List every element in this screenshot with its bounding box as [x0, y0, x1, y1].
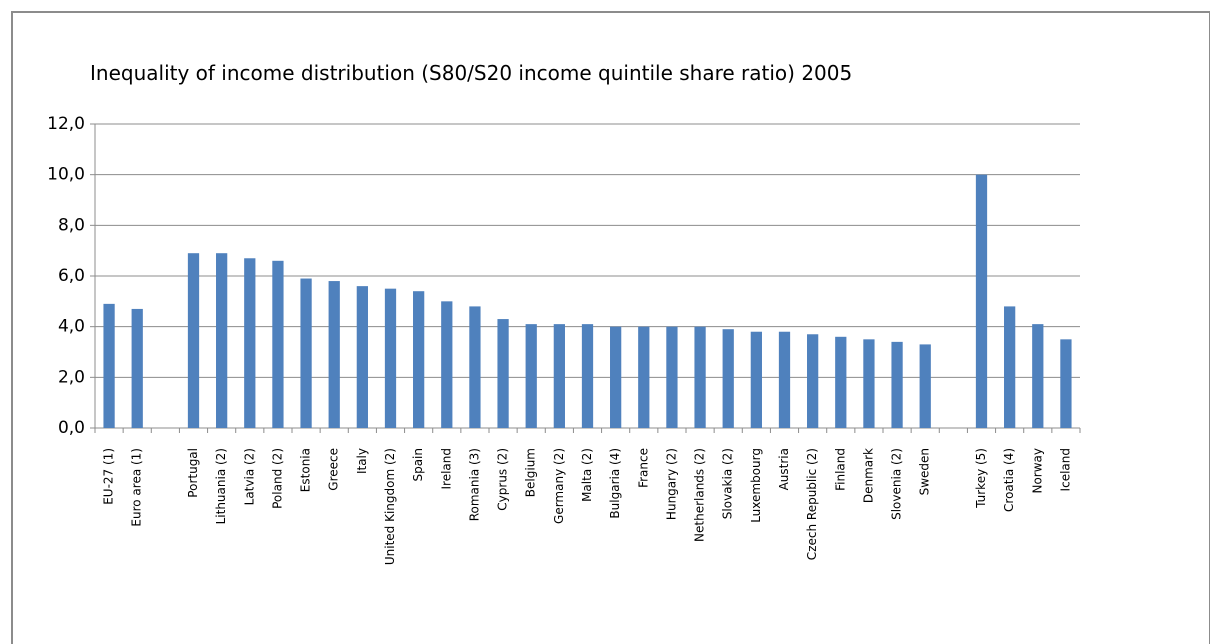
bar	[131, 308, 143, 428]
x-tick-label: Germany (2)	[552, 448, 566, 524]
bar	[891, 341, 903, 428]
bar	[272, 260, 284, 428]
x-tick-label: United Kingdom (2)	[383, 448, 397, 565]
bar	[525, 324, 537, 428]
bar	[413, 291, 425, 428]
x-tick-label: Portugal	[186, 448, 200, 498]
x-tick-label: Turkey (5)	[974, 448, 988, 509]
bar	[666, 326, 678, 428]
x-tick-label: Spain	[411, 448, 425, 482]
x-tick-label: Latvia (2)	[242, 448, 256, 505]
x-tick-label: Cyprus (2)	[496, 448, 510, 511]
y-tick-label: 6,0	[58, 266, 85, 286]
bar	[441, 301, 453, 428]
y-tick-label: 2,0	[58, 367, 85, 387]
bar	[778, 331, 791, 428]
bar	[187, 253, 200, 428]
chart-title: Inequality of income distribution (S80/S…	[90, 61, 852, 85]
bar	[244, 258, 256, 428]
bar	[919, 344, 931, 428]
x-tick-label: Netherlands (2)	[693, 448, 707, 542]
x-tick-label: EU-27 (1)	[102, 448, 116, 505]
x-tick-label: Czech Republic (2)	[805, 448, 819, 560]
x-tick-label: Slovakia (2)	[721, 448, 735, 519]
x-tick-label: Lithuania (2)	[214, 448, 228, 524]
bar	[356, 286, 368, 428]
bar	[103, 303, 115, 428]
x-tick-label: Belgium	[524, 448, 538, 497]
bar	[863, 339, 875, 428]
x-tick-label: Finland	[833, 448, 847, 491]
bar	[722, 329, 734, 428]
y-tick-label: 8,0	[58, 215, 85, 235]
bar	[638, 326, 650, 428]
bar	[750, 331, 762, 428]
bar	[328, 281, 340, 428]
bar	[610, 326, 622, 428]
bar	[1004, 306, 1016, 428]
bar	[1032, 324, 1044, 428]
bar	[384, 288, 397, 428]
x-tick-label: Denmark	[861, 448, 875, 503]
bar	[975, 174, 988, 428]
bar	[300, 278, 312, 428]
x-tick-label: Poland (2)	[270, 448, 284, 509]
x-tick-label: Estonia	[299, 448, 313, 492]
x-tick-label: Norway	[1030, 448, 1044, 494]
x-tick-label: Austria	[777, 448, 791, 490]
x-tick-label: Euro area (1)	[130, 448, 144, 527]
x-tick-label: Hungary (2)	[664, 448, 678, 520]
x-tick-label: Croatia (4)	[1002, 448, 1016, 512]
y-tick-label: 12,0	[47, 114, 85, 134]
bar	[1060, 339, 1072, 428]
bar	[497, 319, 509, 428]
x-tick-label: Malta (2)	[580, 448, 594, 502]
x-tick-label: Italy	[355, 448, 369, 474]
x-tick-label: Iceland	[1058, 448, 1072, 491]
x-tick-label: Sweden	[918, 448, 932, 495]
bar	[694, 326, 706, 428]
bar	[835, 336, 847, 428]
x-tick-label: Slovenia (2)	[890, 448, 904, 520]
y-tick-label: 10,0	[47, 165, 85, 185]
y-tick-label: 0,0	[58, 418, 85, 438]
y-tick-label: 4,0	[58, 317, 85, 337]
bar	[216, 253, 228, 428]
x-tick-label: Greece	[327, 448, 341, 491]
bar	[807, 334, 819, 428]
bar	[553, 324, 565, 428]
x-tick-label: Ireland	[439, 448, 453, 490]
x-tick-label: Luxembourg	[749, 448, 763, 523]
x-tick-label: Romania (3)	[467, 448, 481, 521]
x-tick-label: Bulgaria (4)	[608, 448, 622, 519]
bar	[581, 324, 594, 428]
bar	[469, 306, 481, 428]
x-tick-label: France	[636, 448, 650, 488]
